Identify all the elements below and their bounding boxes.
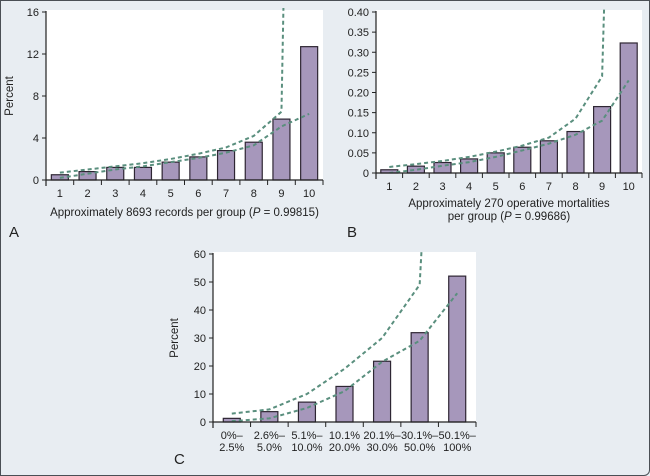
bar [406, 165, 425, 174]
y-tick-label: 20 [194, 361, 206, 373]
p-symbol: P [253, 207, 261, 219]
x-tick-label: 9 [278, 188, 284, 200]
x-axis-title-part: = 0.99686) [512, 211, 571, 223]
x-axis-title-line1: Approximately 270 operative mortalities [408, 198, 610, 210]
x-tick-label: 10.1% [329, 430, 360, 442]
x-tick-label: 9 [599, 181, 605, 193]
panel-b-chart: 0 0.05 0.10 0.15 0.20 0.25 0.30 0.35 0.40 1 2 3 4 5 6 7… [348, 7, 643, 223]
bar [619, 42, 638, 174]
x-tick-label: 8 [572, 181, 578, 193]
bar [448, 275, 467, 423]
x-tick-label: 50.1%– [439, 430, 477, 442]
bar [216, 150, 236, 181]
panel-label-a: A [9, 224, 19, 241]
x-tick-label: 7 [223, 188, 229, 200]
x-tick-label: 1 [57, 188, 63, 200]
y-tick-label: 0.10 [348, 128, 369, 140]
bar [133, 166, 153, 181]
x-tick-label: 3 [439, 181, 445, 193]
x-tick-label: 0%– [221, 430, 244, 442]
x-tick-label: 4 [466, 181, 472, 193]
y-tick-label: 16 [27, 7, 39, 19]
x-tick-label: 5 [168, 188, 174, 200]
x-tick-label: 6 [195, 188, 201, 200]
x-tick-label: 2.6%– [254, 430, 286, 442]
x-tick-label: 5.1%– [291, 430, 323, 442]
x-axis-title: per group (P = 0.99686) [448, 211, 571, 223]
y-tick-label: 60 [194, 249, 206, 261]
lower-bound-line [59, 112, 310, 179]
y-axis-title: Percent [4, 75, 16, 115]
bar [189, 156, 208, 181]
x-tick-label: 2 [84, 188, 90, 200]
y-tick-label: 50 [194, 277, 206, 289]
y-tick-label: 12 [27, 49, 39, 61]
x-tick-label: 2.5% [219, 442, 244, 454]
y-tick-label: 10 [194, 389, 206, 401]
x-tick-label: 7 [546, 181, 552, 193]
x-tick-label: 30.1%– [401, 430, 439, 442]
x-tick-label: 10 [303, 188, 315, 200]
y-tick-label: 0.30 [348, 47, 369, 59]
x-tick-label: 1 [386, 181, 392, 193]
lower-bound-line [389, 79, 630, 173]
x-tick-label: 50.0% [404, 442, 435, 454]
x-tick-label: 10.0% [291, 442, 322, 454]
y-tick-label: 0.20 [348, 88, 369, 100]
y-tick-label: 0.25 [348, 67, 369, 79]
y-tick-label: 0 [33, 175, 39, 187]
bar [335, 385, 354, 423]
x-tick-label: 20.1%– [363, 430, 401, 442]
bar [300, 46, 319, 181]
x-tick-label: 100% [443, 442, 471, 454]
bar [592, 105, 612, 174]
y-tick-label: 0.40 [348, 7, 369, 19]
y-tick-label: 40 [194, 305, 206, 317]
bar [372, 360, 392, 423]
x-tick-label: 30.0% [366, 442, 397, 454]
panel-label-c: C [174, 451, 185, 468]
x-tick-label: 5 [493, 181, 499, 193]
y-tick-label: 0.15 [348, 108, 369, 120]
x-tick-label: 8 [251, 188, 257, 200]
x-tick-label: 5.0% [257, 442, 282, 454]
panel-label-b: B [347, 224, 357, 241]
y-tick-label: 30 [194, 333, 206, 345]
x-tick-label: 4 [140, 188, 146, 200]
x-axis-title-part: = 0.99815) [260, 207, 319, 219]
bar [297, 401, 317, 423]
panel-c-chart: 0 10 20 30 40 50 60 0%–2.5% 2.6%–5.0% 5.1%–10.0% 1… [169, 249, 477, 454]
y-tick-label: 8 [33, 91, 39, 103]
lower-bound-line [231, 292, 458, 422]
bar [272, 118, 291, 181]
p-symbol: P [504, 211, 512, 223]
x-axis-title-part: Approximately 8693 records per group ( [50, 207, 253, 219]
x-axis-title: Approximately 8693 records per group (P … [50, 207, 319, 219]
upper-bound-line [389, 8, 606, 168]
bar [161, 161, 180, 181]
x-tick-label: 6 [519, 181, 525, 193]
y-tick-label: 4 [33, 133, 39, 145]
upper-bound-line [231, 250, 423, 415]
x-axis-title-part: per group ( [448, 211, 504, 223]
y-axis-title: Percent [169, 317, 181, 357]
y-tick-label: 0 [200, 417, 206, 429]
x-tick-label: 2 [413, 181, 419, 193]
x-tick-label: 3 [112, 188, 118, 200]
y-tick-label: 0.05 [348, 148, 369, 160]
y-tick-label: 0 [363, 168, 369, 180]
x-tick-label: 10 [623, 181, 635, 193]
bar [410, 332, 429, 423]
x-tick-label: 20.0% [329, 442, 360, 454]
y-tick-label: 0.35 [348, 27, 369, 39]
